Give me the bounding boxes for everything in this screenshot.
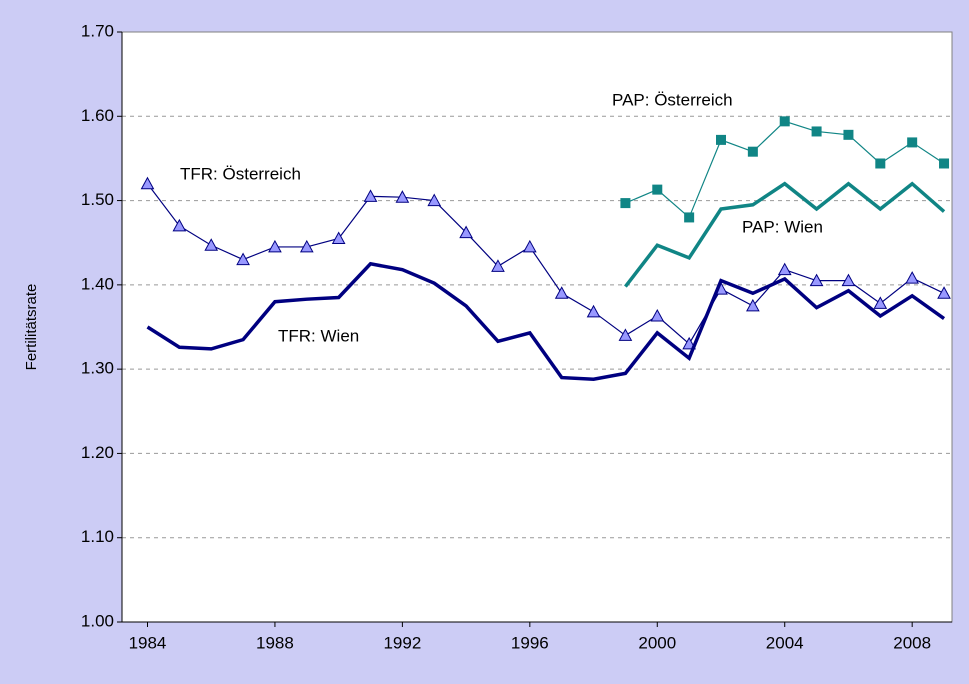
series-label: PAP: Österreich (612, 90, 733, 109)
y-tick-label: 1.10 (81, 527, 114, 546)
y-tick-label: 1.50 (81, 190, 114, 209)
marker (522, 239, 537, 253)
marker (652, 184, 663, 195)
x-tick-label: 2008 (893, 633, 931, 652)
x-tick-label: 1992 (383, 633, 421, 652)
marker (650, 308, 665, 322)
marker (716, 134, 727, 145)
marker (618, 328, 633, 341)
marker (682, 336, 696, 350)
x-tick-label: 2004 (766, 633, 804, 652)
y-tick-label: 1.30 (81, 359, 114, 378)
marker (875, 158, 886, 169)
marker (331, 231, 346, 244)
marker (843, 129, 854, 140)
x-tick-label: 1984 (129, 633, 167, 652)
marker (747, 146, 758, 157)
marker (586, 304, 601, 318)
marker (620, 198, 631, 209)
marker (299, 239, 314, 253)
y-tick-label: 1.20 (81, 443, 114, 462)
marker (937, 286, 951, 299)
marker (939, 158, 950, 169)
y-tick-label: 1.40 (81, 274, 114, 293)
series-label: TFR: Wien (278, 326, 359, 345)
marker (363, 189, 378, 202)
marker (204, 238, 219, 251)
y-tick-label: 1.60 (81, 106, 114, 125)
marker (746, 298, 760, 312)
series-label: TFR: Österreich (180, 164, 301, 183)
plot-area (121, 31, 953, 623)
marker (873, 296, 888, 309)
marker (907, 137, 918, 148)
marker (268, 239, 282, 253)
series-line (624, 181, 946, 288)
marker (427, 193, 442, 207)
x-tick-label: 2000 (638, 633, 676, 652)
marker (459, 225, 473, 239)
marker (140, 176, 155, 190)
x-tick-label: 1988 (256, 633, 294, 652)
series-line (147, 183, 945, 345)
marker (554, 286, 569, 299)
marker (172, 218, 187, 232)
marker (684, 212, 695, 223)
y-tick-label: 1.70 (81, 21, 114, 40)
marker (236, 252, 250, 266)
y-axis-label: Fertilitätsrate (23, 284, 40, 371)
y-tick-label: 1.00 (81, 611, 114, 630)
marker (779, 116, 790, 127)
series-line (146, 261, 946, 382)
marker (811, 126, 822, 137)
marker (905, 271, 920, 284)
marker (395, 190, 410, 203)
marker (491, 259, 505, 272)
series-label: PAP: Wien (742, 217, 823, 236)
marker (841, 273, 856, 287)
marker (809, 273, 824, 287)
marker (777, 262, 792, 276)
x-tick-label: 1996 (511, 633, 549, 652)
